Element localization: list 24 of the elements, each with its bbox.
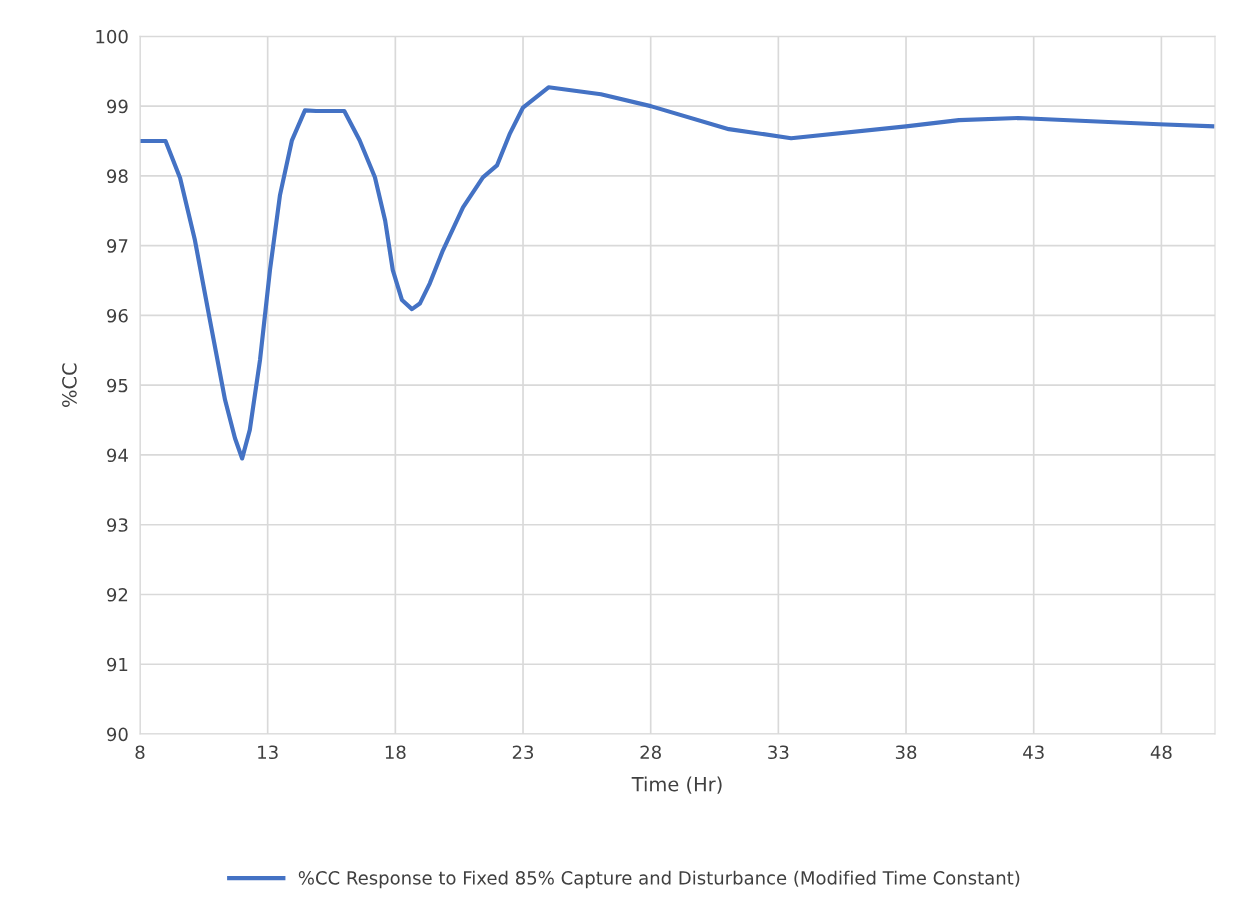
y-tick-label: 90 (107, 727, 128, 742)
y-tick-label: 100 (96, 29, 128, 44)
y-tick-label: 96 (107, 308, 128, 323)
legend-label: %CC Response to Fixed 85% Capture and Disturbance (Modified Time Constant) (298, 870, 1020, 889)
x-tick-label: 28 (640, 745, 661, 760)
y-axis-title: %CC (62, 363, 77, 407)
line-series (140, 85, 1215, 461)
x-tick-label: 13 (258, 745, 278, 760)
y-tick-label: 91 (107, 657, 128, 672)
x-axis-title: Time (Hr) (631, 776, 722, 794)
y-tick-label: 99 (107, 99, 128, 114)
x-tick-label: 38 (895, 745, 917, 760)
y-tick-label: 97 (107, 239, 128, 253)
y-tick-label: 92 (107, 587, 128, 602)
x-tick-label: 8 (135, 745, 145, 760)
x-tick-label: 48 (1150, 745, 1172, 760)
x-tick-label: 43 (1023, 745, 1044, 760)
y-tick-label: 95 (107, 378, 128, 393)
y-tick-label: 93 (107, 518, 128, 532)
x-tick-label: 23 (512, 745, 534, 760)
x-tick-label: 33 (768, 745, 789, 760)
x-tick-label: 18 (385, 745, 406, 760)
y-tick-label: 94 (107, 448, 128, 463)
y-tick-label: 98 (107, 169, 128, 184)
